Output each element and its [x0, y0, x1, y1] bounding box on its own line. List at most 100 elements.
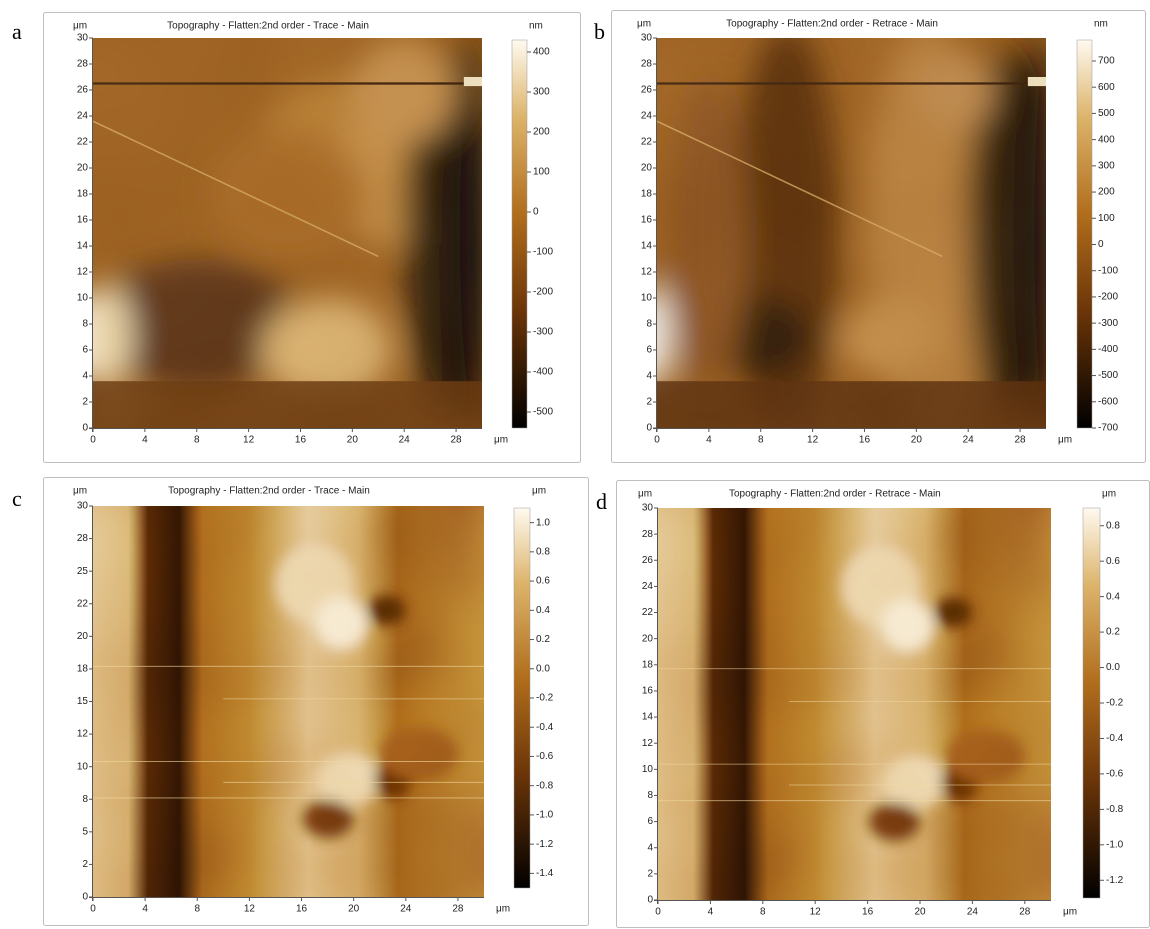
colorbar [1082, 507, 1101, 899]
colorbar-tick-label: -1.0 [536, 810, 554, 821]
y-tick-label: 6 [647, 816, 653, 827]
colorbar-tick-label: 0.6 [536, 576, 550, 587]
colorbar-tick-label: 100 [533, 167, 550, 178]
colorbar [1076, 39, 1093, 429]
colorbar-tick-label: -200 [533, 287, 553, 298]
colorbar-tick-label: -100 [533, 247, 553, 258]
y-tick-label: 25 [77, 566, 89, 577]
panel-title: Topography - Flatten:2nd order - Retrace… [726, 19, 938, 30]
colorbar-tick-label: 0 [533, 207, 539, 218]
y-unit: μm [638, 489, 652, 500]
colorbar-tick-label: 0.4 [536, 605, 550, 616]
x-tick-label: 24 [400, 904, 412, 915]
panel-title: Topography - Flatten:2nd order - Trace -… [167, 21, 369, 32]
panel-letter: c [12, 486, 22, 511]
y-unit: μm [73, 21, 87, 32]
colorbar-tick-label: 400 [1098, 134, 1115, 145]
colorbar-tick-label: -400 [1098, 344, 1118, 355]
y-tick-label: 6 [82, 345, 88, 356]
colorbar-tick-label: -300 [533, 327, 553, 338]
x-tick-label: 0 [90, 904, 96, 915]
x-tick-label: 12 [807, 435, 819, 446]
colorbar-tick-label: 0.0 [536, 663, 550, 674]
colorbar-tick-label: -1.4 [536, 868, 554, 879]
colorbar-tick-label: 0.8 [1106, 520, 1120, 531]
y-tick-label: 5 [82, 826, 88, 837]
y-tick-label: 6 [646, 345, 652, 356]
y-tick-label: 26 [77, 85, 89, 96]
panel: d Topography - Flatten:2nd order - Retrac… [596, 480, 1150, 928]
y-tick-label: 12 [642, 738, 654, 749]
x-tick-label: 4 [142, 435, 148, 446]
y-tick-label: 20 [642, 633, 654, 644]
x-tick-label: 8 [194, 435, 200, 446]
colorbar [513, 507, 531, 889]
x-tick-label: 24 [967, 907, 979, 918]
colorbar-tick-label: 500 [1098, 108, 1115, 119]
y-tick-label: 10 [77, 761, 89, 772]
x-tick-label: 8 [194, 904, 200, 915]
y-tick-label: 4 [82, 371, 88, 382]
x-tick-label: 4 [142, 904, 148, 915]
x-unit: μm [496, 904, 510, 915]
y-tick-label: 20 [77, 163, 89, 174]
panel-letter: a [12, 19, 22, 44]
colorbar-tick-label: -1.0 [1106, 839, 1124, 850]
x-tick-label: 20 [911, 435, 923, 446]
x-tick-label: 28 [451, 435, 463, 446]
y-tick-label: 4 [647, 842, 653, 853]
afm-image [93, 506, 484, 897]
colorbar-tick-label: 400 [533, 47, 550, 58]
panel: c Topography - Flatten:2nd order - Trace … [12, 477, 589, 926]
colorbar-unit: μm [1102, 489, 1116, 500]
colorbar-tick-label: 0.0 [1106, 662, 1120, 673]
colorbar-tick-label: 0.2 [536, 634, 550, 645]
y-tick-label: 22 [642, 607, 654, 618]
x-tick-label: 24 [399, 435, 411, 446]
y-tick-label: 8 [82, 794, 88, 805]
colorbar-tick-label: -0.2 [536, 693, 554, 704]
colorbar-tick-label: 700 [1098, 56, 1115, 67]
y-tick-label: 0 [82, 423, 88, 434]
colorbar [511, 39, 528, 429]
panel-title: Topography - Flatten:2nd order - Trace -… [168, 486, 370, 497]
x-tick-label: 0 [90, 435, 96, 446]
x-unit: μm [1063, 907, 1077, 918]
colorbar-tick-label: -0.8 [1106, 804, 1124, 815]
y-tick-label: 14 [77, 241, 89, 252]
afm-image [93, 38, 482, 428]
panel: b Topography - Flatten:2nd order - Retrac… [594, 10, 1146, 463]
y-tick-label: 8 [646, 319, 652, 330]
y-tick-label: 12 [77, 729, 89, 740]
y-tick-label: 12 [77, 267, 89, 278]
y-tick-label: 12 [641, 267, 653, 278]
y-tick-label: 16 [77, 215, 89, 226]
y-tick-label: 18 [641, 189, 653, 200]
y-tick-label: 2 [82, 397, 88, 408]
y-tick-label: 15 [77, 696, 89, 707]
x-tick-label: 16 [295, 435, 307, 446]
y-tick-label: 0 [646, 423, 652, 434]
colorbar-tick-label: -500 [1098, 370, 1118, 381]
x-tick-label: 16 [296, 904, 308, 915]
x-tick-label: 12 [810, 907, 822, 918]
y-tick-label: 24 [642, 581, 654, 592]
colorbar-tick-label: -0.8 [536, 780, 554, 791]
colorbar-tick-label: 0.2 [1106, 627, 1120, 638]
x-tick-label: 8 [758, 435, 764, 446]
colorbar-tick-label: -1.2 [536, 839, 554, 850]
colorbar-tick-label: 0 [1098, 239, 1104, 250]
y-tick-label: 2 [647, 869, 653, 880]
y-tick-label: 16 [642, 686, 654, 697]
colorbar-tick-label: 300 [1098, 160, 1115, 171]
y-tick-label: 16 [641, 215, 653, 226]
y-tick-label: 8 [647, 790, 653, 801]
colorbar-tick-label: 200 [533, 127, 550, 138]
colorbar-tick-label: -0.4 [536, 722, 554, 733]
y-tick-label: 26 [642, 555, 654, 566]
panel: a Topography - Flatten:2nd order - Trace … [12, 12, 581, 463]
y-tick-label: 18 [77, 664, 89, 675]
y-tick-label: 28 [642, 529, 654, 540]
y-tick-label: 4 [646, 371, 652, 382]
